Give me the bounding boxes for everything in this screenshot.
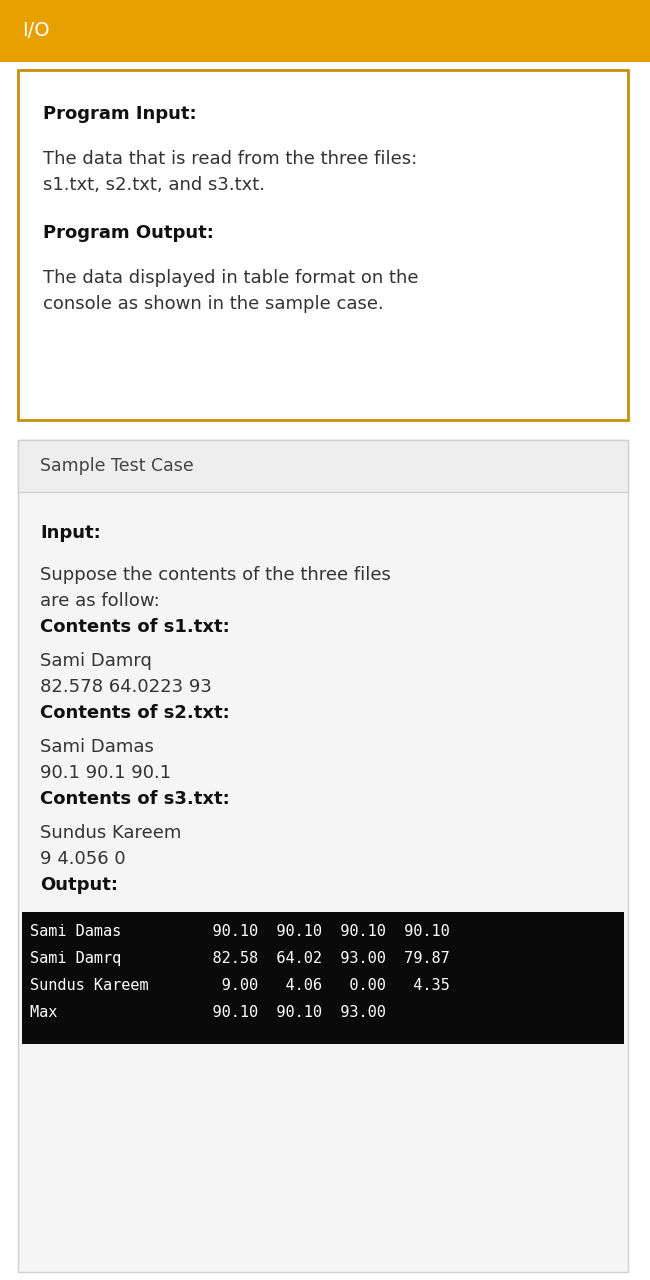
Text: Sample Test Case: Sample Test Case (40, 457, 194, 475)
Bar (18, 440, 628, 1272)
Text: 82.578 64.0223 93: 82.578 64.0223 93 (40, 678, 212, 696)
Bar (18, 70, 628, 420)
Text: I/O: I/O (22, 22, 49, 41)
Text: 90.1 90.1 90.1: 90.1 90.1 90.1 (40, 764, 171, 782)
Text: Contents of s2.txt:: Contents of s2.txt: (40, 704, 229, 722)
Text: 9 4.056 0: 9 4.056 0 (40, 850, 125, 868)
Text: Output:: Output: (40, 876, 118, 893)
Text: console as shown in the sample case.: console as shown in the sample case. (43, 294, 384, 314)
Bar (0, 0, 650, 61)
Bar (18, 440, 628, 492)
Text: Sundus Kareem        9.00   4.06   0.00   4.35: Sundus Kareem 9.00 4.06 0.00 4.35 (30, 978, 450, 993)
Bar (22, 911, 624, 1044)
Text: Sami Damas: Sami Damas (40, 739, 154, 756)
Text: Sami Damas          90.10  90.10  90.10  90.10: Sami Damas 90.10 90.10 90.10 90.10 (30, 924, 450, 940)
Text: Input:: Input: (40, 524, 101, 541)
Text: Sami Damrq          82.58  64.02  93.00  79.87: Sami Damrq 82.58 64.02 93.00 79.87 (30, 951, 450, 966)
Text: s1.txt, s2.txt, and s3.txt.: s1.txt, s2.txt, and s3.txt. (43, 175, 265, 195)
Text: Max                 90.10  90.10  93.00: Max 90.10 90.10 93.00 (30, 1005, 386, 1020)
Text: Program Input:: Program Input: (43, 105, 196, 123)
Text: Program Output:: Program Output: (43, 224, 214, 242)
Text: Sami Damrq: Sami Damrq (40, 652, 152, 669)
Text: Suppose the contents of the three files: Suppose the contents of the three files (40, 566, 391, 584)
Text: The data displayed in table format on the: The data displayed in table format on th… (43, 269, 419, 287)
Text: Contents of s1.txt:: Contents of s1.txt: (40, 618, 229, 636)
Text: The data that is read from the three files:: The data that is read from the three fil… (43, 150, 417, 168)
Text: Sundus Kareem: Sundus Kareem (40, 824, 181, 842)
Text: are as follow:: are as follow: (40, 591, 160, 611)
Text: Contents of s3.txt:: Contents of s3.txt: (40, 790, 229, 808)
